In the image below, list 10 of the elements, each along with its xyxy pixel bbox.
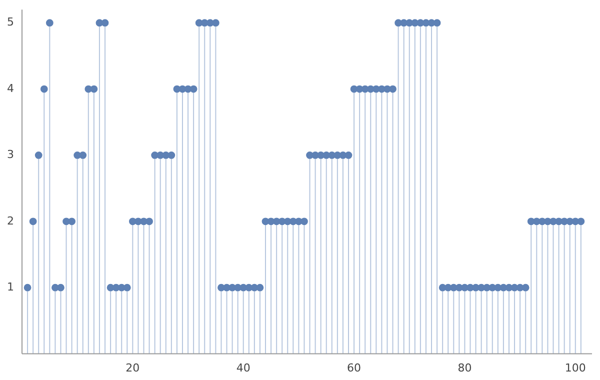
x-tick-label: 20 xyxy=(126,361,140,374)
y-tick-label: 3 xyxy=(7,148,14,162)
x-tick-label: 80 xyxy=(458,361,472,374)
y-tick-label: 2 xyxy=(7,214,14,228)
y-tick-label: 1 xyxy=(7,280,14,294)
x-tick-label: 40 xyxy=(236,361,250,374)
x-tick-label: 100 xyxy=(564,361,586,374)
y-tick-label: 5 xyxy=(7,16,14,29)
x-tick-label: 60 xyxy=(347,361,362,374)
y-tick-label: 4 xyxy=(7,82,14,95)
